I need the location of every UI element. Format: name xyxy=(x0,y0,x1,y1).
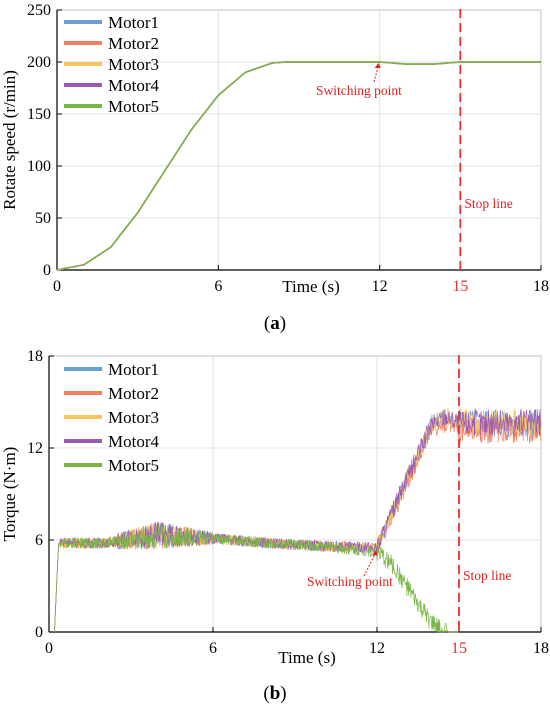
y-tick-label: 18 xyxy=(27,348,43,365)
x-tick-label: 6 xyxy=(209,640,217,657)
caption-letter: a xyxy=(270,313,280,334)
legend-label: Motor1 xyxy=(108,13,159,32)
switching-point-arrowhead xyxy=(372,550,378,556)
x-tick-label: 0 xyxy=(45,640,53,657)
y-tick-label: 150 xyxy=(27,106,51,123)
series-line-motor5 xyxy=(54,524,459,633)
series-line-motor5 xyxy=(56,61,541,271)
stop-line-label: Stop line xyxy=(463,568,511,583)
legend-label: Motor4 xyxy=(108,432,160,451)
legend-label: Motor5 xyxy=(108,97,159,116)
y-tick-label: 50 xyxy=(35,210,51,227)
legend-label: Motor1 xyxy=(108,360,159,379)
chart-panel-a: 0 6 12 15 18 0 50 100 150 200 250 Time (s) Rotate sp… xyxy=(0,2,549,334)
x-axis-label: Time (s) xyxy=(282,277,339,296)
caption-open: ( xyxy=(263,683,269,704)
legend-label: Motor3 xyxy=(108,408,159,427)
y-tick-label: 100 xyxy=(27,158,51,175)
legend-label: Motor4 xyxy=(108,76,160,95)
switching-point-label: Switching point xyxy=(307,574,393,589)
chart-panel-b: 0 6 12 15 18 0 6 12 18 Time (s) Torque (N·m) Stop l… xyxy=(0,348,549,704)
switching-point-arrowhead xyxy=(374,63,381,68)
switching-point-leader xyxy=(363,551,377,577)
caption-letter: b xyxy=(270,683,281,704)
y-tick-label: 6 xyxy=(35,532,43,549)
x-tick-label: 12 xyxy=(369,640,385,657)
x-tick-label: 18 xyxy=(533,640,549,657)
x-tick-label: 12 xyxy=(372,278,388,295)
caption-close: ) xyxy=(280,683,286,704)
caption-close: ) xyxy=(280,313,286,334)
legend-label: Motor5 xyxy=(108,456,159,475)
legend-label: Motor3 xyxy=(108,55,159,74)
legend-label: Motor2 xyxy=(108,384,159,403)
series-line-motor3 xyxy=(54,408,542,633)
x-tick-label: 6 xyxy=(214,278,222,295)
x-tick-label: 15 xyxy=(451,640,467,657)
y-axis-label: Torque (N·m) xyxy=(0,447,19,542)
y-tick-label: 0 xyxy=(43,262,51,279)
panel-caption: (a) xyxy=(264,313,286,334)
x-tick-label: 0 xyxy=(53,278,61,295)
x-axis-label: Time (s) xyxy=(278,648,335,667)
x-tick-label: 18 xyxy=(533,278,549,295)
stop-line-label: Stop line xyxy=(464,196,512,211)
switching-point-label: Switching point xyxy=(316,83,402,98)
y-tick-label: 200 xyxy=(27,54,51,71)
caption-open: ( xyxy=(264,313,270,334)
y-tick-label: 250 xyxy=(27,2,51,19)
panel-caption: (b) xyxy=(263,683,286,704)
y-tick-label: 12 xyxy=(27,440,43,457)
y-axis-label: Rotate speed (r/min) xyxy=(0,70,19,210)
x-tick-label: 15 xyxy=(452,278,468,295)
y-tick-label: 0 xyxy=(35,624,43,641)
legend-label: Motor2 xyxy=(108,34,159,53)
